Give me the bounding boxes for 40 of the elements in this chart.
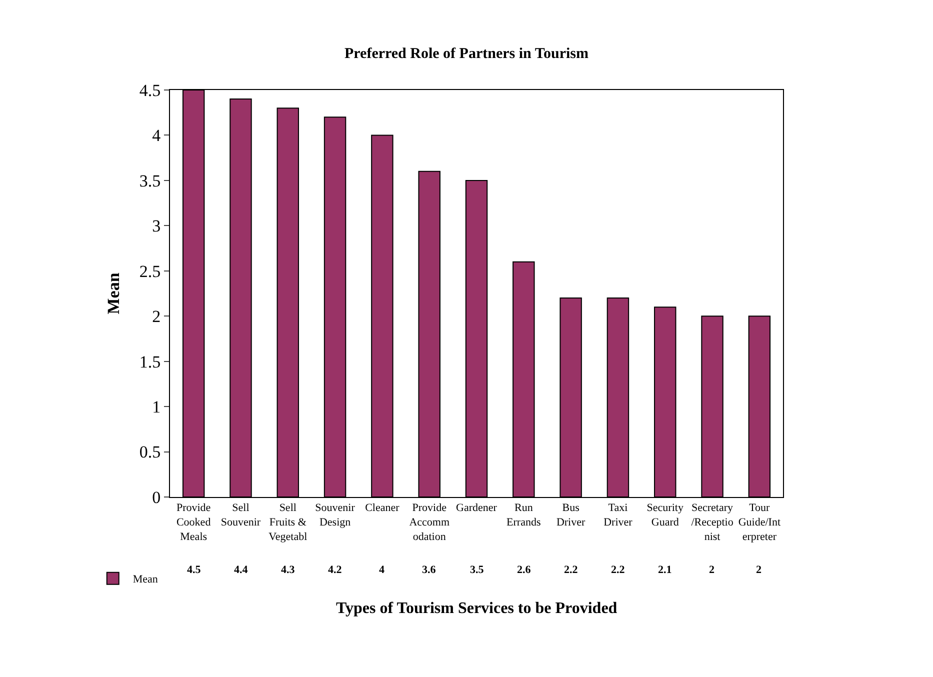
y-tick-label: 1.5 xyxy=(139,352,161,372)
y-tick-label: 0.5 xyxy=(139,442,161,462)
data-label: 2.2 xyxy=(564,564,578,576)
data-label: 4.5 xyxy=(187,564,202,576)
x-tick-label: Run Errands xyxy=(506,502,541,528)
data-label: 2 xyxy=(756,564,762,576)
y-tick-label: 2.5 xyxy=(139,262,161,281)
x-tick-label: Sell Fruits & Vegetabl xyxy=(268,502,308,543)
y-tick-label: 4.5 xyxy=(139,80,161,100)
data-label: 2.6 xyxy=(517,564,532,576)
y-tick-label: 2 xyxy=(152,307,161,326)
y-tick-label: 0 xyxy=(152,488,161,507)
data-label: 4.3 xyxy=(281,564,296,576)
y-tick-label: 3.5 xyxy=(139,171,161,190)
x-tick-label: Bus Driver xyxy=(556,502,586,528)
data-label: 4 xyxy=(379,564,385,576)
x-tick-label: Taxi Driver xyxy=(604,502,633,528)
y-axis-title: Mean xyxy=(104,272,123,314)
x-tick-label: Secretary /Receptio nist xyxy=(691,502,734,543)
y-tick-label: 4 xyxy=(152,126,162,146)
x-tick-label: Provide Cooked Meals xyxy=(176,502,212,543)
data-label: 2.1 xyxy=(658,564,672,576)
data-label: 4.4 xyxy=(234,564,248,576)
data-label: 4.2 xyxy=(328,564,342,576)
data-label: 3.5 xyxy=(470,564,484,576)
x-tick-label: Souvenir Design xyxy=(315,502,356,528)
legend-label: Mean xyxy=(132,574,158,586)
data-label: 3.6 xyxy=(422,564,436,576)
chart-title: Preferred Role of Partners in Tourism xyxy=(344,46,589,62)
x-tick-label: Cleaner xyxy=(365,502,400,514)
x-tick-label: Provide Accomm odation xyxy=(409,502,450,543)
data-label: 2.2 xyxy=(611,564,626,576)
x-tick-label: Sell Souvenir xyxy=(220,502,261,528)
y-tick-label: 3 xyxy=(152,216,161,236)
data-label: 2 xyxy=(709,564,715,576)
y-tick-label: 1 xyxy=(152,398,161,417)
x-tick-label: Security Guard xyxy=(646,502,684,528)
x-tick-label: Tour Guide/Int erpreter xyxy=(738,502,781,543)
x-tick-label: Gardener xyxy=(456,502,498,514)
x-axis-title: Types of Tourism Services to be Provided xyxy=(336,600,618,617)
